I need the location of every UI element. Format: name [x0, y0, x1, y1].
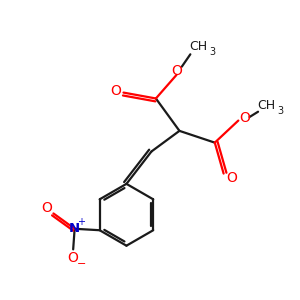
Text: O: O — [110, 84, 121, 98]
Text: CH: CH — [257, 99, 275, 112]
Text: O: O — [68, 250, 79, 265]
Text: O: O — [172, 64, 182, 78]
Text: +: + — [77, 217, 85, 227]
Text: O: O — [239, 111, 250, 125]
Text: N: N — [69, 222, 80, 235]
Text: −: − — [77, 259, 86, 269]
Text: 3: 3 — [278, 106, 284, 116]
Text: CH: CH — [190, 40, 208, 53]
Text: O: O — [41, 201, 52, 215]
Text: 3: 3 — [210, 47, 216, 57]
Text: O: O — [226, 171, 237, 185]
